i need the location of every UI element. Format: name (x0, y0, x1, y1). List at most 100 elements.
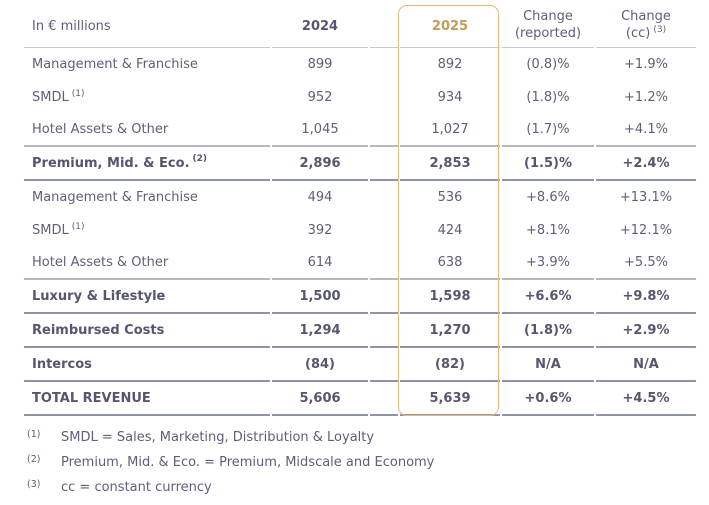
cell-change-cc: +2.9% (596, 314, 696, 348)
cell-change-reported: (1.8)% (526, 90, 570, 105)
column-header-change-reported: Change (reported) (502, 5, 594, 48)
row-label: Hotel Assets & Other (32, 122, 169, 137)
cell-change-reported: +6.6% (502, 280, 594, 314)
table-row: Intercos (84) (82) N/A N/A (24, 348, 696, 382)
row-label: Management & Franchise (32, 57, 198, 72)
cell-2024: 2,896 (272, 147, 368, 181)
cell-change-cc: +1.2% (624, 90, 668, 105)
column-header-change-cc: Change (cc) (3) (596, 5, 696, 48)
change-cc-line2: (cc) (625, 26, 651, 41)
table-row: Luxury & Lifestyle 1,500 1,598 +6.6% +9.… (24, 280, 696, 314)
spacer-cell (370, 81, 398, 114)
row-label: Premium, Mid. & Eco. (32, 155, 190, 171)
spacer-cell (370, 114, 398, 147)
cell-2024: 392 (307, 223, 333, 238)
footnote-item: (1) SMDL = Sales, Marketing, Distributio… (27, 429, 709, 455)
cell-2024: 1,045 (272, 114, 368, 147)
spacer-cell (370, 214, 398, 247)
cell-change-cc: +2.4% (596, 147, 696, 181)
cell-change-reported: +8.1% (526, 223, 570, 238)
row-footnote-marker: (2) (192, 154, 208, 165)
cell-2024: 494 (307, 190, 333, 205)
spacer-cell (370, 280, 398, 314)
spacer-cell (370, 48, 398, 81)
cell-change-cc: +13.1% (619, 190, 673, 205)
column-header-2024: 2024 (272, 5, 368, 48)
spacer-cell (370, 314, 398, 348)
cell-change-cc: +4.5% (596, 382, 696, 416)
change-cc-footnote-marker: (3) (653, 24, 667, 35)
cell-2024: 614 (272, 247, 368, 280)
cell-change-cc: +4.1% (596, 114, 696, 147)
row-label: SMDL (32, 90, 69, 105)
cell-2025: 934 (437, 90, 463, 105)
row-label: Management & Franchise (32, 190, 198, 205)
row-label: SMDL (32, 223, 69, 238)
table-row: Reimbursed Costs 1,294 1,270 (1.8)% +2.9… (24, 314, 696, 348)
cell-2024: 1,294 (272, 314, 368, 348)
cell-change-reported: (1.5)% (502, 147, 594, 181)
footnote-item: (3) cc = constant currency (27, 479, 709, 505)
spacer-cell (370, 348, 398, 382)
cell-change-cc: +1.9% (624, 57, 668, 72)
row-footnote-marker: (1) (71, 88, 85, 99)
cell-change-cc: N/A (596, 348, 696, 382)
row-label: Reimbursed Costs (32, 322, 165, 338)
table-row: Management & Franchise 899 892 (0.8)% +1… (24, 48, 696, 81)
cell-change-reported: +8.6% (526, 190, 570, 205)
header-row: In € millions 2024 2025 Change (reported… (24, 5, 696, 48)
cell-2024: 952 (307, 90, 333, 105)
cell-2025: 1,270 (400, 314, 500, 348)
cell-2025: 424 (437, 223, 463, 238)
spacer-cell (370, 147, 398, 181)
cell-2025: 1,598 (400, 280, 500, 314)
cell-2025: 2,853 (400, 147, 500, 181)
cell-2024: 899 (307, 57, 333, 72)
cell-2025: (82) (400, 348, 500, 382)
row-label: Intercos (32, 356, 92, 372)
footnote-text: SMDL = Sales, Marketing, Distribution & … (61, 430, 375, 445)
spacer-cell (370, 382, 398, 416)
cell-change-cc: +5.5% (596, 247, 696, 280)
row-footnote-marker: (1) (71, 221, 85, 232)
cell-2025: 892 (437, 57, 463, 72)
cell-change-reported: +0.6% (502, 382, 594, 416)
cell-change-reported: (1.8)% (502, 314, 594, 348)
cell-change-reported: N/A (502, 348, 594, 382)
cell-change-cc: +9.8% (596, 280, 696, 314)
column-header-2025: 2025 (400, 5, 500, 48)
unit-header: In € millions (24, 5, 270, 48)
table-row: Management & Franchise 494 536 +8.6% +13… (24, 181, 696, 214)
footnote-item: (2) Premium, Mid. & Eco. = Premium, Mids… (27, 454, 709, 480)
cell-2025: 638 (400, 247, 500, 280)
footnote-marker: (2) (27, 454, 41, 465)
cell-2024: 1,500 (272, 280, 368, 314)
cell-2025: 5,639 (400, 382, 500, 416)
change-reported-line1: Change (523, 9, 573, 25)
change-cc-line1: Change (621, 9, 671, 25)
spacer-column (370, 5, 398, 48)
footnotes: (1) SMDL = Sales, Marketing, Distributio… (27, 429, 709, 505)
cell-2024: 5,606 (272, 382, 368, 416)
row-label: Luxury & Lifestyle (32, 288, 166, 304)
cell-change-reported: (0.8)% (526, 57, 570, 72)
table-row: SMDL (1) 392 424 +8.1% +12.1% (24, 214, 696, 247)
table-row: Premium, Mid. & Eco. (2) 2,896 2,853 (1.5… (24, 147, 696, 181)
cell-2024: (84) (272, 348, 368, 382)
cell-2025: 536 (437, 190, 463, 205)
table-row: SMDL (1) 952 934 (1.8)% +1.2% (24, 81, 696, 114)
footnote-marker: (3) (27, 479, 41, 490)
change-reported-line2: (reported) (514, 26, 582, 41)
table-row: TOTAL REVENUE 5,606 5,639 +0.6% +4.5% (24, 382, 696, 416)
cell-change-cc: +12.1% (619, 223, 673, 238)
row-label: Hotel Assets & Other (32, 255, 169, 270)
footnote-marker: (1) (27, 429, 41, 440)
spacer-cell (370, 181, 398, 214)
cell-change-reported: (1.7)% (502, 114, 594, 147)
footnote-text: cc = constant currency (61, 480, 212, 495)
cell-change-reported: +3.9% (502, 247, 594, 280)
row-label: TOTAL REVENUE (32, 390, 151, 406)
cell-2025: 1,027 (400, 114, 500, 147)
revenue-table: In € millions 2024 2025 Change (reported… (22, 5, 698, 416)
